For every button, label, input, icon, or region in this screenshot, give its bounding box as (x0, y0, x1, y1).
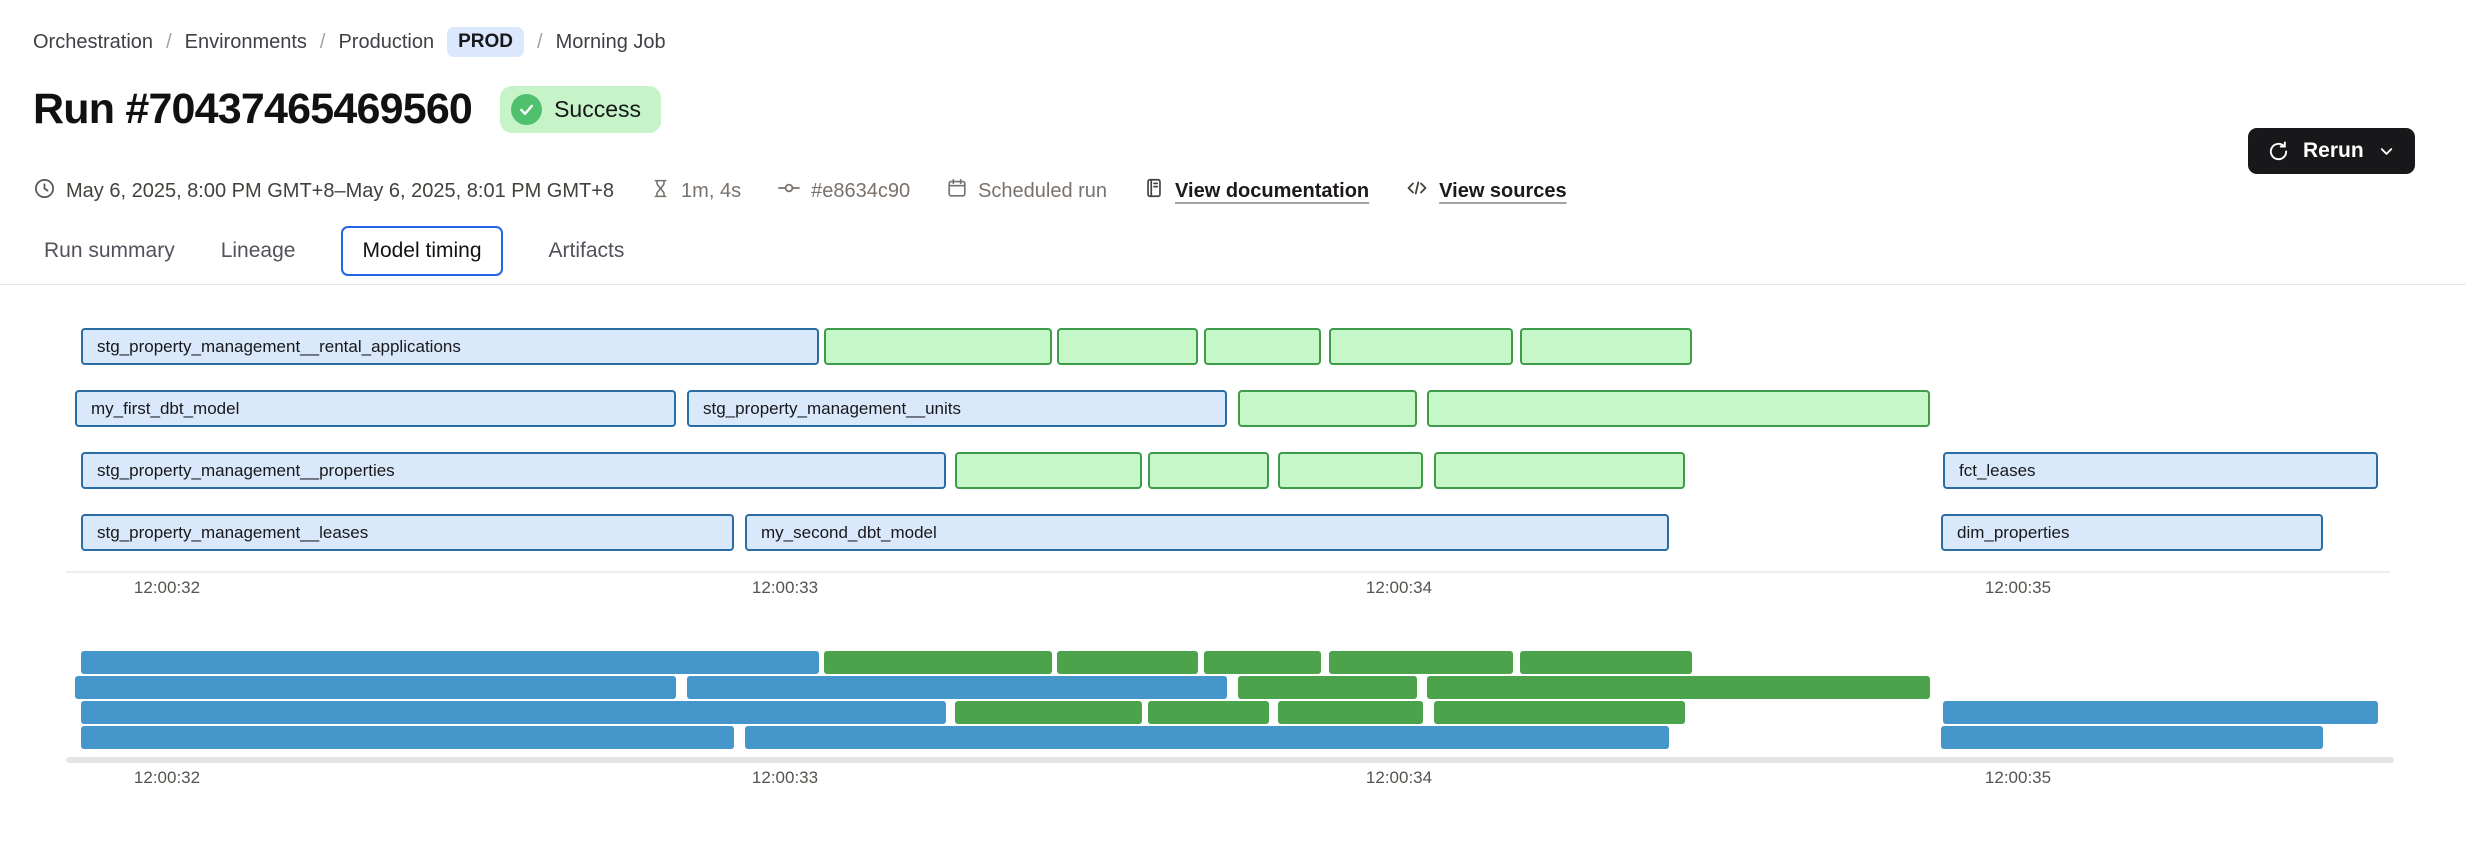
check-icon (511, 94, 543, 125)
axis-tick-label: 12:00:32 (133, 768, 201, 787)
environment-badge: PROD (447, 27, 524, 57)
gantt-bar-stg_property_management__leases[interactable]: stg_property_management__leases (81, 514, 734, 551)
commit-label[interactable]: #e8634c90 (811, 179, 911, 202)
gantt-bar[interactable] (1434, 452, 1685, 489)
gantt-bar-stg_property_management__rental_applications[interactable]: stg_property_management__rental_applicat… (81, 328, 819, 365)
breadcrumb-separator: / (166, 30, 172, 53)
minimap-bar (1434, 701, 1685, 724)
minimap-bar (955, 701, 1142, 724)
minimap-bar (81, 701, 946, 724)
view-documentation[interactable]: View documentation (1143, 177, 1369, 205)
commit-ref: #e8634c90 (777, 176, 910, 206)
axis-tick-label: 12:00:35 (1984, 578, 2052, 597)
gantt-bar[interactable] (955, 452, 1142, 489)
run-tabs: Run summary Lineage Model timing Artifac… (44, 226, 624, 276)
gantt-baseline (66, 571, 2390, 573)
tab-lineage[interactable]: Lineage (220, 239, 296, 262)
minimap-bar (81, 651, 819, 674)
page-title: Run #70437465469560 (33, 85, 473, 133)
minimap-bar (81, 726, 734, 749)
horizontal-scrollbar[interactable] (66, 757, 2394, 763)
view-documentation-link[interactable]: View documentation (1175, 179, 1370, 202)
minimap[interactable] (0, 648, 2466, 753)
code-icon (1405, 176, 1429, 206)
gantt-bar[interactable] (1329, 328, 1513, 365)
minimap-bar (1204, 651, 1321, 674)
minimap-bar (1427, 676, 1930, 699)
trigger-label: Scheduled run (978, 179, 1108, 202)
gantt-bar[interactable] (1148, 452, 1269, 489)
tab-artifacts[interactable]: Artifacts (548, 239, 625, 262)
tab-model-timing[interactable]: Model timing (341, 226, 503, 276)
breadcrumb-environments[interactable]: Environments (184, 30, 307, 53)
minimap-bar (1943, 701, 2378, 724)
minimap-bar (1329, 651, 1513, 674)
clock-icon (33, 177, 56, 206)
axis-tick-label: 12:00:34 (1365, 768, 1433, 787)
run-meta: May 6, 2025, 8:00 PM GMT+8–May 6, 2025, … (33, 176, 1567, 206)
view-sources[interactable]: View sources (1405, 176, 1567, 206)
tab-run-summary[interactable]: Run summary (44, 239, 175, 262)
minimap-bar (687, 676, 1227, 699)
status-badge: Success (500, 86, 661, 133)
minimap-bar (1148, 701, 1269, 724)
gantt-bar-my_first_dbt_model[interactable]: my_first_dbt_model (75, 390, 676, 427)
axis-tick-label: 12:00:33 (751, 768, 819, 787)
breadcrumb-orchestration[interactable]: Orchestration (33, 30, 154, 53)
gantt-bar-my_second_dbt_model[interactable]: my_second_dbt_model (745, 514, 1669, 551)
tabs-divider (0, 284, 2466, 285)
gantt-bar[interactable] (1520, 328, 1692, 365)
gantt-chart: stg_property_management__rental_applicat… (0, 300, 2466, 610)
gantt-bar[interactable] (1427, 390, 1930, 427)
gantt-bar-stg_property_management__units[interactable]: stg_property_management__units (687, 390, 1227, 427)
axis-tick-label: 12:00:33 (751, 578, 819, 597)
duration-label: 1m, 4s (681, 179, 742, 202)
minimap-bar (75, 676, 676, 699)
gantt-bar[interactable] (1204, 328, 1321, 365)
gantt-bar[interactable] (1278, 452, 1423, 489)
rerun-label: Rerun (2303, 139, 2364, 162)
minimap-bar (1238, 676, 1417, 699)
gantt-bar[interactable] (1057, 328, 1198, 365)
gantt-bar-stg_property_management__properties[interactable]: stg_property_management__properties (81, 452, 946, 489)
gantt-bar-fct_leases[interactable]: fct_leases (1943, 452, 2378, 489)
breadcrumb-production[interactable]: Production (338, 30, 435, 53)
trigger-type: Scheduled run (946, 177, 1107, 205)
breadcrumb-morning-job[interactable]: Morning Job (555, 30, 666, 53)
gantt-bar[interactable] (1238, 390, 1417, 427)
run-time-range: May 6, 2025, 8:00 PM GMT+8–May 6, 2025, … (33, 177, 614, 206)
gantt-bar-dim_properties[interactable]: dim_properties (1941, 514, 2323, 551)
minimap-bar (824, 651, 1052, 674)
run-duration: 1m, 4s (650, 178, 741, 205)
breadcrumb-separator: / (319, 30, 326, 53)
axis-tick-label: 12:00:35 (1984, 768, 2052, 787)
view-sources-link[interactable]: View sources (1439, 179, 1567, 202)
axis-tick-label: 12:00:34 (1365, 578, 1433, 597)
breadcrumb: Orchestration / Environments / Productio… (33, 27, 666, 57)
hourglass-icon (650, 178, 671, 205)
chevron-down-icon (2377, 142, 2396, 161)
status-label: Success (554, 96, 641, 122)
minimap-bar (1941, 726, 2323, 749)
time-axis-bottom: 12:00:32 12:00:33 12:00:34 12:00:35 (0, 768, 2466, 792)
minimap-bar (745, 726, 1669, 749)
commit-icon (777, 176, 801, 206)
document-icon (1143, 177, 1165, 205)
calendar-icon (946, 177, 968, 205)
time-axis-top: 12:00:32 12:00:33 12:00:34 12:00:35 (0, 578, 2466, 602)
minimap-bar (1057, 651, 1198, 674)
minimap-bar (1278, 701, 1423, 724)
rerun-button[interactable]: Rerun (2248, 128, 2415, 174)
refresh-icon (2267, 140, 2290, 163)
run-dates-label: May 6, 2025, 8:00 PM GMT+8–May 6, 2025, … (66, 179, 615, 202)
breadcrumb-separator: / (537, 30, 543, 53)
minimap-bar (1520, 651, 1692, 674)
run-header: Run #70437465469560 Success (33, 85, 661, 134)
gantt-bar[interactable] (824, 328, 1052, 365)
axis-tick-label: 12:00:32 (133, 578, 201, 597)
